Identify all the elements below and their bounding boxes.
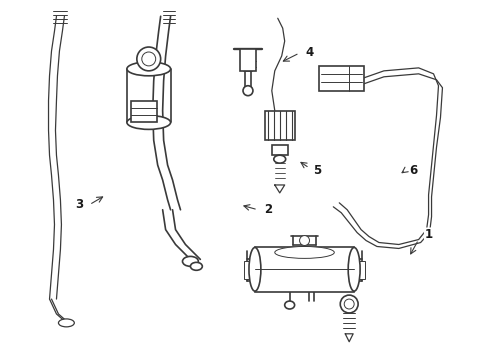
Ellipse shape [127,116,171,129]
Ellipse shape [299,235,310,246]
Ellipse shape [348,247,360,291]
Text: 4: 4 [305,46,314,59]
Bar [359,261,365,279]
Ellipse shape [285,301,294,309]
Bar [319,66,364,91]
Ellipse shape [127,62,171,76]
Ellipse shape [142,52,156,66]
Ellipse shape [137,47,161,71]
Ellipse shape [182,256,198,266]
Ellipse shape [275,247,334,258]
Text: 6: 6 [410,163,418,176]
Bar [240,49,256,71]
Ellipse shape [243,86,253,96]
Ellipse shape [344,299,354,309]
Text: 2: 2 [264,203,272,216]
Text: 5: 5 [313,163,321,176]
Text: 3: 3 [75,198,83,211]
Ellipse shape [58,319,74,327]
Ellipse shape [340,295,358,313]
Bar [131,100,157,122]
Ellipse shape [191,262,202,270]
Bar [272,145,288,155]
Bar [244,261,250,279]
Bar [265,111,294,140]
Bar [255,247,354,292]
Ellipse shape [274,155,286,163]
Ellipse shape [249,247,261,291]
Text: 1: 1 [424,228,433,241]
